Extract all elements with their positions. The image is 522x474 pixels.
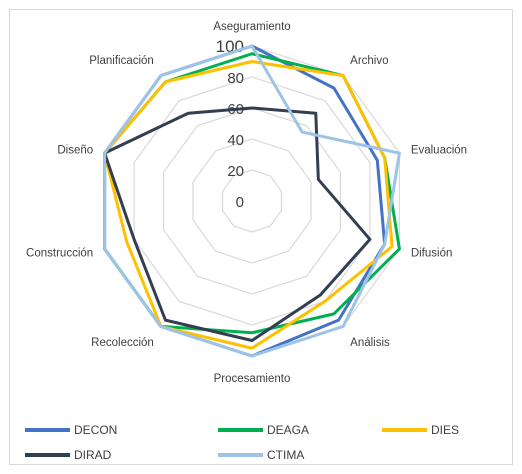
category-label: Procesamiento	[214, 373, 291, 385]
grid-ring	[133, 76, 371, 326]
grid-ring	[162, 107, 342, 295]
category-labels: Aseguramiento Archivo Evaluación Difusión An…	[26, 21, 467, 385]
category-label: Planificación	[89, 55, 154, 67]
category-label: Análisis	[350, 337, 390, 349]
category-label: Archivo	[350, 55, 388, 67]
legend-label: DECON	[74, 423, 117, 437]
category-label: Recolección	[91, 337, 154, 349]
chart-area: 0 20 40 60 80 100 Aseguramiento Archivo Evaluac…	[9, 9, 513, 465]
series-line	[103, 106, 372, 342]
radial-tick-label: 0	[236, 194, 244, 211]
grid-ring	[221, 169, 283, 233]
radial-tick-label: 40	[227, 132, 244, 149]
legend-label: DIRAD	[74, 448, 112, 462]
radial-tick-label: 80	[227, 70, 244, 87]
series-line	[103, 44, 387, 358]
legend-label: DEAGA	[267, 423, 309, 437]
legend-label: CTIMA	[267, 448, 304, 462]
radial-tick-label: 20	[227, 163, 244, 180]
series-line	[103, 44, 401, 358]
category-label: Diseño	[57, 144, 93, 156]
grid-ring	[192, 138, 312, 264]
series-lines	[103, 44, 401, 358]
category-label: Difusión	[411, 248, 453, 260]
series-line	[103, 60, 394, 350]
series-line	[103, 52, 401, 335]
category-label: Construcción	[26, 248, 93, 260]
category-label: Aseguramiento	[213, 21, 290, 33]
legend: DECON DEAGA DIES DIRAD CTIMA	[25, 423, 459, 462]
legend-label: DIES	[431, 423, 459, 437]
category-label: Evaluación	[411, 144, 467, 156]
